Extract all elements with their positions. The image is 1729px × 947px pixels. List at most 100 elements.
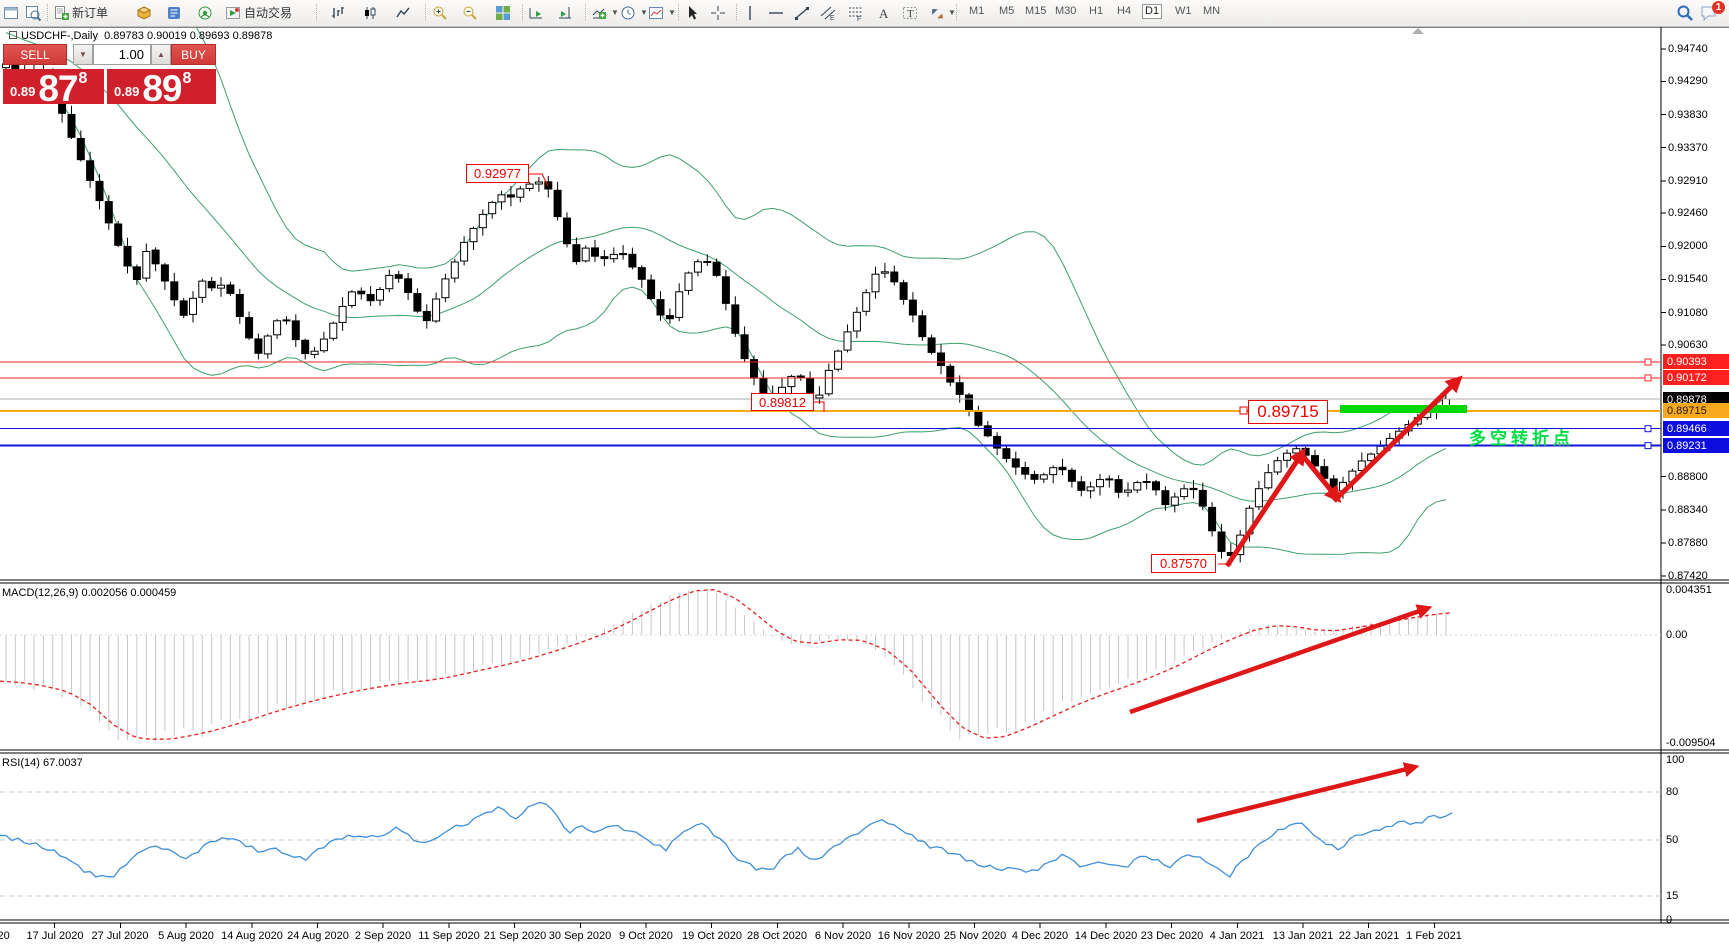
timeframe-d1-button[interactable]: D1: [1142, 4, 1163, 19]
rsi-tick: 0: [1666, 914, 1673, 926]
new-order-button[interactable]: 新订单: [53, 2, 108, 23]
notification-badge[interactable]: 1: [1712, 1, 1725, 14]
zoom-out-icon[interactable]: [462, 2, 478, 23]
price-tag: 0.89715: [1663, 403, 1729, 418]
volume-decrease-button[interactable]: ▼: [73, 44, 93, 65]
arrows-icon[interactable]: ▼: [928, 2, 956, 23]
date-tick: 1 Feb 2021: [1406, 930, 1462, 942]
price-tick: 0.92910: [1668, 175, 1708, 187]
sell-price-display[interactable]: 0.89 87 8: [3, 68, 104, 109]
annotation-peak-price[interactable]: 0.92977: [466, 164, 529, 183]
sell-button[interactable]: SELL: [3, 44, 67, 65]
date-tick: 9 Oct 2020: [619, 930, 673, 942]
date-tick: 13 Jan 2021: [1272, 930, 1334, 942]
chevron-down-icon: ▼: [948, 8, 956, 17]
rsi-tick: 100: [1666, 754, 1685, 766]
date-tick: 5 Aug 2020: [158, 930, 214, 942]
hline-icon[interactable]: [768, 2, 784, 23]
date-tick: 27 Jul 2020: [91, 930, 149, 942]
buy-button[interactable]: BUY: [171, 44, 216, 65]
candle-chart-icon[interactable]: [362, 2, 378, 23]
timeframe-mn-button[interactable]: MN: [1203, 5, 1221, 17]
annotation-key-level-price[interactable]: 0.89715: [1248, 400, 1328, 424]
ohlc-values: 0.89783 0.90019 0.89693 0.89878: [104, 30, 273, 42]
chevron-down-icon: ▼: [640, 8, 648, 17]
timeframe-m15-button[interactable]: M15: [1025, 5, 1047, 17]
text-icon[interactable]: A: [876, 2, 892, 23]
price-tick: 0.91080: [1668, 307, 1708, 319]
buy-price-big: 89: [142, 68, 182, 109]
zoom-in-icon[interactable]: [432, 2, 448, 23]
price-tick: 0.91540: [1668, 273, 1708, 285]
editor-icon[interactable]: [166, 2, 182, 23]
tile-windows-icon[interactable]: [495, 2, 511, 23]
timeframe-m30-button[interactable]: M30: [1055, 5, 1077, 17]
volume-input[interactable]: 1.00: [93, 44, 151, 65]
volume-increase-button[interactable]: ▲: [151, 44, 171, 65]
price-tick: 0.88340: [1668, 504, 1708, 516]
date-tick: 22 Jan 2021: [1338, 930, 1400, 942]
cursor-icon[interactable]: [684, 2, 700, 23]
auto-scroll-icon[interactable]: [528, 2, 544, 23]
price-tick: 0.88800: [1668, 471, 1708, 483]
annotation-nov-low-price[interactable]: 0.89812: [751, 393, 814, 411]
toolbar-separator: [956, 4, 957, 21]
annotation-jan-low-price[interactable]: 0.87570: [1151, 554, 1216, 573]
line-chart-icon[interactable]: [395, 2, 411, 23]
date-tick: 6 Nov 2020: [814, 930, 872, 942]
price-tick: 0.92000: [1668, 240, 1708, 252]
date-tick: Jul 2020: [0, 930, 10, 942]
chart-window-icon[interactable]: [3, 2, 19, 23]
price-tick: 0.92460: [1668, 207, 1708, 219]
fibonacci-icon[interactable]: F: [848, 2, 864, 23]
trendline-icon[interactable]: [794, 2, 810, 23]
date-tick: 14 Aug 2020: [221, 930, 283, 942]
buy-price-pip: 8: [182, 70, 192, 87]
bar-chart-icon[interactable]: [330, 2, 346, 23]
price-tick: 0.93830: [1668, 109, 1708, 121]
chart-title: USDCHF-,Daily 0.89783 0.90019 0.89693 0.…: [9, 30, 272, 42]
toolbar-separator: [678, 4, 679, 21]
templates-icon[interactable]: ▼: [648, 2, 676, 23]
rsi-label: RSI(14) 67.0037: [2, 757, 83, 769]
timeframe-m5-button[interactable]: M5: [999, 5, 1015, 17]
indicators-icon[interactable]: ▼: [591, 2, 619, 23]
macd-tick: 0.004351: [1666, 584, 1712, 596]
timeframe-w1-button[interactable]: W1: [1175, 5, 1192, 17]
price-tick: 0.87880: [1668, 537, 1708, 549]
sell-price-big: 87: [38, 68, 78, 109]
date-tick: 11 Sep 2020: [418, 930, 480, 942]
vline-icon[interactable]: [742, 2, 758, 23]
date-tick: 30 Sep 2020: [548, 930, 612, 942]
search-icon[interactable]: [1676, 2, 1694, 23]
preview-icon[interactable]: [25, 2, 41, 23]
date-tick: 28 Oct 2020: [747, 930, 807, 942]
timeframe-h4-button[interactable]: H4: [1117, 5, 1132, 17]
text-label-icon[interactable]: T: [902, 2, 918, 23]
timeframe-h1-button[interactable]: H1: [1089, 5, 1104, 17]
signals-icon[interactable]: [197, 2, 213, 23]
crosshair-icon[interactable]: [710, 2, 726, 23]
annotation-turning-point-text[interactable]: 多空转折点: [1469, 429, 1574, 448]
chevron-down-icon: ▼: [668, 8, 676, 17]
date-tick: 21 Sep 2020: [483, 930, 547, 942]
buy-price-display[interactable]: 0.89 89 8: [107, 68, 216, 109]
timeframe-m1-button[interactable]: M1: [969, 5, 985, 17]
periods-icon[interactable]: ▼: [620, 2, 648, 23]
channel-icon[interactable]: E: [820, 2, 836, 23]
date-tick: 4 Jan 2021: [1209, 930, 1265, 942]
date-tick: 24 Aug 2020: [287, 930, 349, 942]
buy-price-prefix: 0.89: [114, 84, 140, 99]
macd-label: MACD(12,26,9) 0.002056 0.000459: [2, 587, 177, 599]
cube-icon[interactable]: [136, 2, 152, 23]
chart-shift-icon[interactable]: [557, 2, 573, 23]
macd-tick: -0.009504: [1666, 737, 1716, 749]
rsi-tick: 15: [1666, 890, 1679, 902]
sell-price-prefix: 0.89: [10, 84, 36, 99]
sell-price-pip: 8: [78, 70, 88, 87]
macd-tick: 0.00: [1666, 629, 1688, 641]
price-tag: 0.90393: [1663, 354, 1729, 369]
autotrade-button[interactable]: 自动交易: [225, 2, 292, 23]
